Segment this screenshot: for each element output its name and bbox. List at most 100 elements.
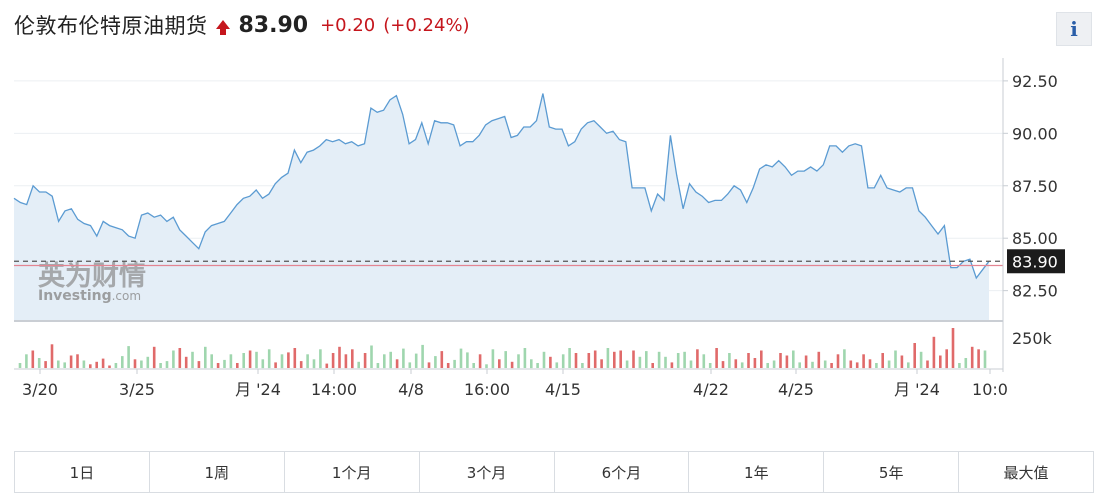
volume-bar bbox=[849, 360, 853, 368]
volume-bar bbox=[427, 362, 431, 368]
volume-bar bbox=[510, 361, 514, 369]
watermark-en: Investing bbox=[38, 288, 112, 304]
volume-bar bbox=[555, 362, 559, 368]
volume-bar bbox=[530, 359, 533, 369]
volume-bar bbox=[581, 363, 584, 368]
volume-bar bbox=[766, 363, 769, 368]
volume-bar bbox=[255, 351, 258, 369]
volume-bar bbox=[178, 348, 182, 368]
up-arrow-icon bbox=[215, 19, 230, 35]
volume-bar bbox=[319, 349, 322, 369]
volume-bar bbox=[440, 351, 444, 368]
volume-bar bbox=[964, 358, 968, 368]
x-tick-label: 4/22 bbox=[693, 380, 729, 399]
x-tick-label: 月 '24 bbox=[235, 380, 281, 399]
volume-bar bbox=[325, 363, 329, 368]
volume-bar bbox=[926, 360, 929, 368]
volume-bar bbox=[913, 343, 916, 368]
period-tab[interactable]: 最大值 bbox=[959, 452, 1093, 492]
x-axis: 3/20 3/25 月 '24 14:00 4/8 16:00 4/15 4/22 4/25 月 … bbox=[14, 368, 1008, 399]
volume-bar bbox=[657, 351, 661, 369]
volume-bar bbox=[89, 364, 92, 369]
volume-bar bbox=[542, 351, 546, 369]
x-tick-label: 3/25 bbox=[119, 380, 155, 399]
x-tick-label: 16:00 bbox=[464, 380, 510, 399]
volume-bar bbox=[708, 363, 712, 368]
price-chart[interactable]: 英为财情 Investing.com 92.50 90.00 87.50 85.00 8… bbox=[0, 0, 1104, 440]
volume-bar bbox=[485, 364, 488, 369]
volume-bar bbox=[76, 354, 79, 369]
volume-bar bbox=[868, 359, 872, 369]
volume-bar bbox=[887, 360, 891, 368]
period-tab[interactable]: 1个月 bbox=[284, 452, 420, 492]
price-line bbox=[13, 93, 990, 280]
volume-bar bbox=[82, 360, 86, 368]
volume-bar bbox=[421, 344, 424, 368]
volume-bar bbox=[165, 361, 169, 368]
y-tick-label: 87.50 bbox=[1012, 177, 1058, 196]
volume-bar bbox=[645, 351, 648, 368]
volume-bar bbox=[792, 350, 795, 368]
period-tab[interactable]: 1周 bbox=[149, 452, 285, 492]
volume-bar bbox=[459, 348, 463, 368]
volume-bars bbox=[18, 328, 987, 369]
volume-bar bbox=[370, 345, 373, 368]
volume-bar bbox=[907, 362, 910, 368]
volume-bar bbox=[613, 351, 616, 369]
volume-bar bbox=[549, 356, 552, 369]
y-tick-label: 85.00 bbox=[1012, 229, 1058, 248]
volume-bar bbox=[383, 354, 386, 369]
period-tab[interactable]: 6个月 bbox=[554, 452, 690, 492]
volume-bar bbox=[216, 363, 220, 368]
volume-axis-label: 250k bbox=[1012, 329, 1053, 348]
volume-bar bbox=[523, 348, 527, 368]
volume-bar bbox=[683, 351, 686, 369]
current-price-tag bbox=[1007, 249, 1065, 274]
volume-bar bbox=[785, 355, 789, 368]
period-tab[interactable]: 3个月 bbox=[419, 452, 555, 492]
volume-bar bbox=[932, 336, 936, 369]
volume-bar bbox=[491, 349, 495, 369]
watermark-cn: 英为财情 bbox=[38, 261, 146, 292]
volume-bar bbox=[983, 350, 987, 368]
x-tick-label: 4/8 bbox=[398, 380, 424, 399]
volume-bar bbox=[376, 363, 380, 368]
volume-bar bbox=[31, 350, 35, 368]
volume-bar bbox=[855, 362, 859, 368]
watermark-logo: 英为财情 Investing.com bbox=[38, 261, 146, 304]
period-tab[interactable]: 5年 bbox=[824, 452, 960, 492]
x-tick-label: 3/20 bbox=[22, 380, 58, 399]
volume-bar bbox=[351, 349, 354, 369]
volume-bar bbox=[670, 362, 674, 368]
y-tick-label: 92.50 bbox=[1012, 72, 1058, 91]
volume-bar bbox=[44, 361, 47, 368]
volume-bar bbox=[823, 360, 827, 368]
volume-bar bbox=[970, 346, 974, 369]
volume-bar bbox=[574, 353, 578, 368]
y-axis: 92.50 90.00 87.50 85.00 82.50 83.90 250k bbox=[1002, 58, 1065, 372]
x-tick-label: 月 '24 bbox=[894, 380, 940, 399]
volume-bar bbox=[721, 361, 725, 368]
volume-bar bbox=[25, 354, 28, 369]
volume-bar bbox=[676, 353, 680, 368]
volume-bar bbox=[939, 355, 942, 368]
x-tick-label: 14:00 bbox=[311, 380, 357, 399]
price-area bbox=[14, 93, 989, 320]
volume-bar bbox=[114, 363, 118, 368]
volume-bar bbox=[344, 354, 348, 369]
volume-bar bbox=[836, 354, 840, 369]
period-tab[interactable]: 1年 bbox=[689, 452, 825, 492]
period-tab[interactable]: 1日 bbox=[15, 452, 150, 492]
info-button[interactable]: i bbox=[1056, 12, 1092, 46]
volume-bar bbox=[760, 350, 763, 368]
volume-bar bbox=[395, 359, 399, 369]
volume-bar bbox=[453, 359, 456, 368]
volume-bar bbox=[951, 328, 955, 368]
volume-bar bbox=[753, 358, 757, 368]
volume-bar bbox=[242, 353, 245, 368]
volume-bar bbox=[223, 359, 226, 368]
volume-bar bbox=[600, 359, 603, 369]
instrument-title: 伦敦布伦特原油期货 bbox=[14, 14, 208, 38]
volume-bar bbox=[159, 363, 162, 368]
quote-header: 伦敦布伦特原油期货 83.90 +0.20 (+0.24%) bbox=[14, 8, 470, 42]
